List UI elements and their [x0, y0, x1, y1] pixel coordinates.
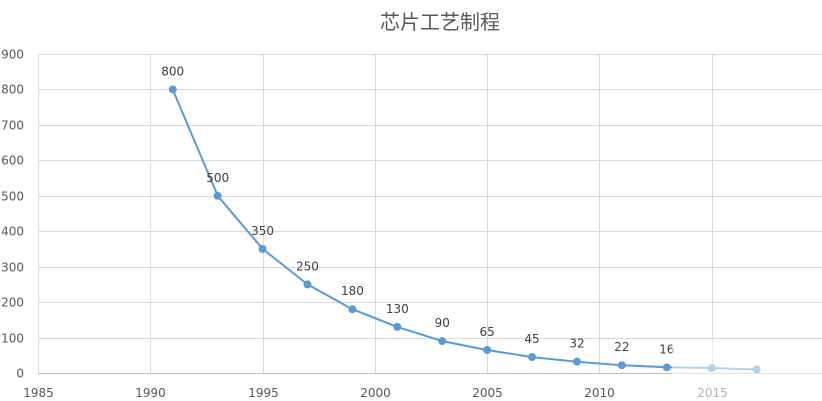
- y-tick-label: 400: [1, 225, 24, 239]
- x-tick-label: 1985: [23, 386, 54, 400]
- y-tick-label: 800: [1, 83, 24, 97]
- data-label: 90: [435, 316, 450, 330]
- x-tick-label: 1995: [248, 386, 279, 400]
- chart-title: 芯片工艺制程: [380, 10, 500, 34]
- x-tick-label: 1990: [135, 386, 166, 400]
- data-point: [258, 244, 267, 253]
- series-line: [171, 89, 757, 371]
- data-point: [438, 337, 447, 346]
- data-label: 45: [524, 332, 539, 346]
- data-label: 250: [296, 259, 319, 273]
- data-label: 22: [614, 340, 629, 354]
- x-tick-label: 2005: [472, 386, 503, 400]
- data-label: 800: [161, 64, 184, 78]
- y-tick-label: 100: [1, 332, 24, 346]
- data-label: 130: [386, 302, 409, 316]
- y-tick-label: 900: [1, 48, 24, 62]
- data-point: [348, 305, 357, 314]
- data-label: 180: [341, 284, 364, 298]
- data-label: 32: [569, 337, 584, 351]
- data-point: [213, 191, 222, 200]
- data-point: [528, 353, 537, 362]
- data-point: [662, 363, 671, 372]
- y-tick-label: 200: [1, 296, 24, 310]
- x-tick-label: 2010: [584, 386, 615, 400]
- y-tick-label: 0: [16, 367, 24, 381]
- data-label: 350: [251, 224, 274, 238]
- data-point: [303, 280, 312, 289]
- y-tick-label: 600: [1, 154, 24, 168]
- data-point: [483, 345, 492, 354]
- x-tick-label: 2000: [360, 386, 391, 400]
- y-tick-label: 700: [1, 119, 24, 133]
- data-point: [393, 322, 402, 331]
- data-point: [572, 357, 581, 366]
- y-tick-label: 300: [1, 261, 24, 275]
- data-point: [168, 85, 177, 94]
- data-label: 500: [206, 171, 229, 185]
- watermark-overlay: [672, 340, 822, 401]
- data-point: [617, 361, 626, 370]
- y-tick-label: 500: [1, 190, 24, 204]
- data-label: 16: [659, 342, 674, 356]
- data-label: 65: [480, 325, 495, 339]
